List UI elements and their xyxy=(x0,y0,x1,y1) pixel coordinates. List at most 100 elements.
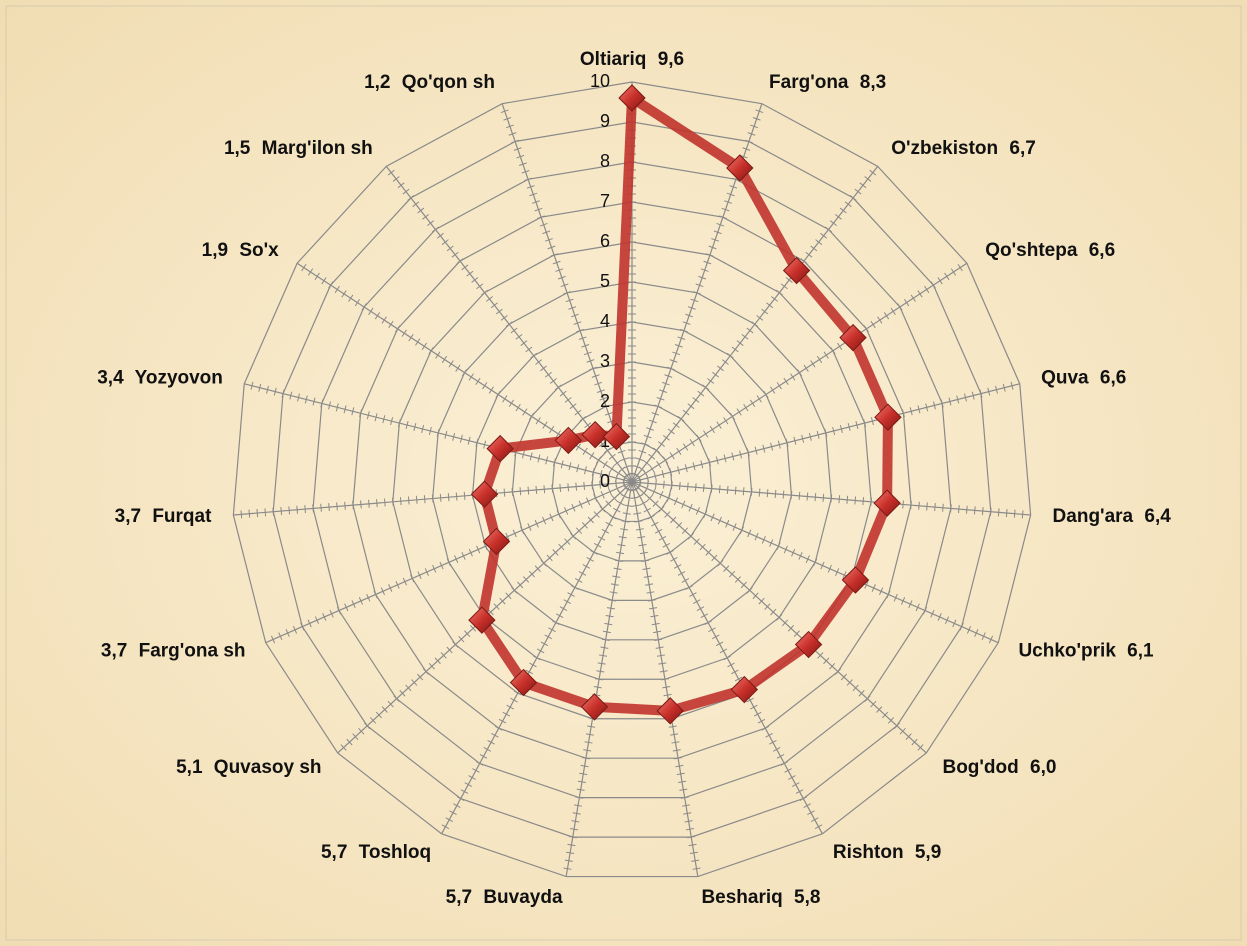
spoke-minor-tick xyxy=(589,366,597,371)
spoke-minor-tick xyxy=(814,493,817,502)
spoke-minor-tick xyxy=(964,393,967,402)
spoke-minor-tick xyxy=(685,828,694,831)
spoke-minor-tick xyxy=(558,543,565,551)
spoke-minor-tick xyxy=(666,494,671,502)
spoke-minor-tick xyxy=(563,291,572,295)
spoke-minor-tick xyxy=(658,441,665,447)
spoke-minor-tick xyxy=(721,359,729,365)
spoke-minor-tick xyxy=(563,867,572,870)
spoke-minor-tick xyxy=(653,472,657,481)
spoke-minor-tick xyxy=(751,321,759,328)
grid-ring xyxy=(432,281,832,680)
spoke-minor-tick xyxy=(448,360,454,368)
r-tick-label: 0 xyxy=(600,471,610,491)
spoke-minor-tick xyxy=(568,835,577,839)
category-name: Quvasoy sh xyxy=(214,757,322,778)
spoke-minor-tick xyxy=(505,532,510,541)
spoke-minor-tick xyxy=(692,397,700,403)
spoke-minor-tick xyxy=(559,483,562,492)
spoke-minor-tick xyxy=(761,535,766,544)
spoke-minor-tick xyxy=(573,804,583,807)
spoke-minor-tick xyxy=(689,438,695,447)
spoke-minor-tick xyxy=(408,333,414,342)
spoke-minor-tick xyxy=(754,532,759,541)
spoke-minor-tick xyxy=(616,551,625,555)
spoke-minor-tick xyxy=(307,619,312,628)
spoke-minor-tick xyxy=(340,744,347,751)
spoke-minor-tick xyxy=(660,678,669,681)
spoke-minor-tick xyxy=(272,507,275,516)
spoke-minor-tick xyxy=(682,409,690,416)
value-label: 5,9 xyxy=(915,842,941,863)
spoke-minor-tick xyxy=(646,591,655,594)
spoke-minor-tick xyxy=(639,500,648,506)
spoke-minor-tick xyxy=(705,549,712,556)
spoke-minor-tick xyxy=(304,505,306,514)
spoke-minor-tick xyxy=(376,499,378,508)
category-label: 5,1 Quvasoy sh xyxy=(176,757,321,778)
spoke-minor-tick xyxy=(446,245,454,252)
spoke-minor-tick xyxy=(428,347,434,355)
spoke-minor-tick xyxy=(515,333,523,340)
spoke-minor-tick xyxy=(348,294,354,302)
spoke-minor-tick xyxy=(583,481,585,490)
spoke-minor-tick xyxy=(832,426,836,435)
value-label: 6,1 xyxy=(1127,641,1154,662)
spoke-minor-tick xyxy=(618,536,627,539)
spoke-minor-tick xyxy=(688,843,697,847)
spoke-minor-tick xyxy=(864,176,872,182)
spoke-minor-tick xyxy=(654,638,663,641)
spoke-minor-tick xyxy=(662,542,671,548)
spoke-minor-tick xyxy=(764,603,771,610)
spoke-minor-tick xyxy=(808,432,812,441)
spoke-minor-tick xyxy=(815,239,823,245)
spoke-minor-tick xyxy=(544,238,553,242)
category-name: Oltiariq xyxy=(580,49,647,70)
spoke-minor-tick xyxy=(613,460,621,466)
spoke-minor-tick xyxy=(595,678,604,681)
spoke-minor-tick xyxy=(692,599,701,604)
spoke-minor-tick xyxy=(413,423,417,432)
spoke-minor-tick xyxy=(654,528,663,534)
spoke-minor-tick xyxy=(671,741,680,744)
spoke-minor-tick xyxy=(352,501,354,510)
spoke-minor-tick xyxy=(586,359,595,363)
spoke-minor-tick xyxy=(825,226,833,233)
category-label: 5,7 Toshloq xyxy=(321,842,431,863)
spoke-minor-tick xyxy=(344,603,349,612)
spoke-minor-tick xyxy=(726,192,735,197)
value-label: 3,7 xyxy=(115,506,141,527)
spoke-minor-tick xyxy=(835,568,840,576)
spoke-minor-tick xyxy=(568,462,572,471)
spoke-minor-tick xyxy=(957,263,963,272)
spoke-minor-tick xyxy=(250,381,254,390)
spoke-minor-tick xyxy=(387,169,395,176)
spoke-minor-tick xyxy=(599,505,606,513)
spoke-minor-tick xyxy=(981,507,984,516)
spoke-minor-tick xyxy=(455,364,461,372)
spoke-minor-tick xyxy=(361,303,367,311)
spoke-minor-tick xyxy=(471,277,479,283)
spoke-minor-tick xyxy=(731,346,739,353)
spoke-minor-tick xyxy=(667,366,675,371)
spoke-minor-tick xyxy=(739,450,743,459)
category-label: Dang'ara 6,4 xyxy=(1053,506,1172,527)
spoke-minor-tick xyxy=(427,220,435,227)
spoke-minor-tick xyxy=(700,268,709,272)
spoke-minor-tick xyxy=(449,810,457,816)
spoke-minor-tick xyxy=(312,504,314,513)
spoke-minor-tick xyxy=(987,387,991,396)
spoke-minor-tick xyxy=(540,559,547,567)
spoke-minor-tick xyxy=(405,684,412,692)
spoke-minor-tick xyxy=(570,313,579,318)
spoke-minor-tick xyxy=(757,718,766,724)
spoke-minor-tick xyxy=(846,495,849,504)
spoke-minor-tick xyxy=(937,277,943,285)
spoke-minor-tick xyxy=(373,590,378,599)
spoke-minor-tick xyxy=(602,460,608,469)
spoke-minor-tick xyxy=(877,316,883,324)
spoke-minor-tick xyxy=(930,281,936,289)
grid-ring xyxy=(471,321,793,641)
spoke-minor-tick xyxy=(527,523,532,531)
spoke-minor-tick xyxy=(652,500,659,507)
